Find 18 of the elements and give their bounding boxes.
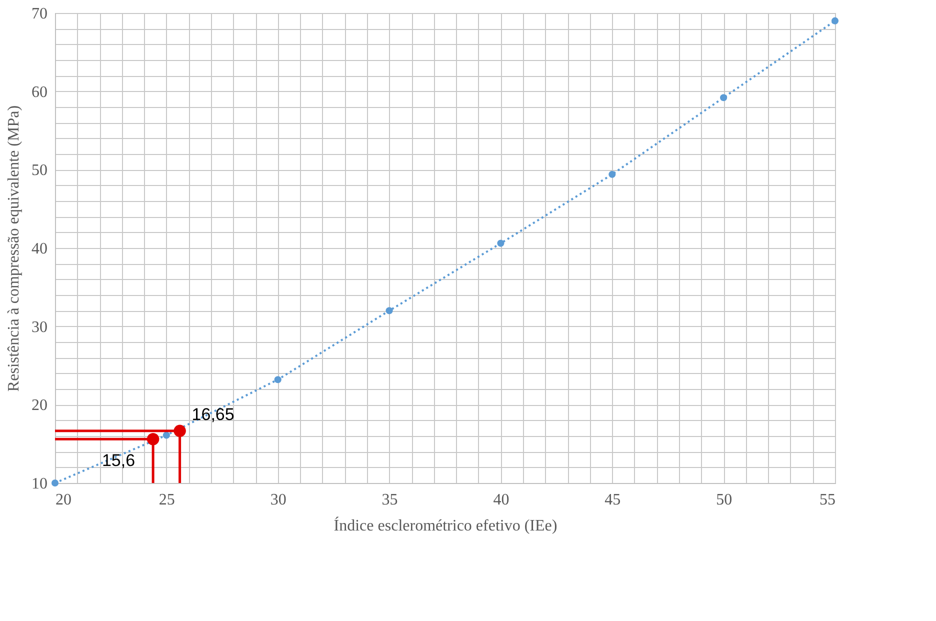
x-tick-label: 55 <box>820 492 836 508</box>
x-tick-label: 35 <box>382 492 398 508</box>
y-tick-label: 60 <box>32 84 48 101</box>
y-tick-label: 10 <box>32 476 48 492</box>
y-axis-title: Resistência à compressão equivalente (MPa) <box>6 105 22 392</box>
y-tick-label: 50 <box>32 162 48 180</box>
y-tick-label: 20 <box>32 397 48 414</box>
y-tick-label: 40 <box>32 240 48 258</box>
x-tick-label: 45 <box>604 492 621 508</box>
x-tick-label: 40 <box>493 492 510 508</box>
y-tick-label: 30 <box>32 318 48 336</box>
x-tick-label: 20 <box>56 492 72 508</box>
x-tick-label: 25 <box>158 492 175 508</box>
x-tick-label: 50 <box>716 492 732 508</box>
y-tick-label: 70 <box>32 6 48 22</box>
x-axis-title: Índice esclerométrico efetivo (IEe) <box>334 516 558 534</box>
x-tick-label: 30 <box>270 492 286 508</box>
data-label: 15,6 <box>102 451 136 470</box>
